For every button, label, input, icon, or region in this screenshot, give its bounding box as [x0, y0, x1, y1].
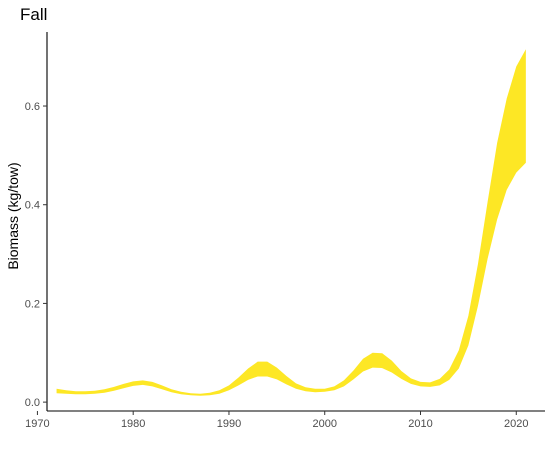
- x-tick-label: 1970: [25, 418, 49, 430]
- plot-area: [56, 49, 526, 396]
- y-tick-label: 0.0: [25, 397, 40, 409]
- x-tick-label: 2020: [504, 418, 528, 430]
- x-tick-label: 2010: [408, 418, 432, 430]
- confidence-band-0: [56, 49, 526, 396]
- axis-ticks: 1970 1980 1990 2000 2010 2020 0.0 0.2 0.4 0.6: [25, 101, 529, 430]
- y-tick-label: 0.6: [25, 101, 40, 113]
- y-tick-label: 0.4: [25, 200, 40, 212]
- y-tick-label: 0.2: [25, 298, 40, 310]
- x-tick-label: 1980: [121, 418, 145, 430]
- y-axis-label: Biomass (kg/tow): [5, 162, 21, 269]
- x-tick-label: 1990: [217, 418, 241, 430]
- x-tick-label: 2000: [312, 418, 336, 430]
- chart-title: Fall: [20, 5, 47, 24]
